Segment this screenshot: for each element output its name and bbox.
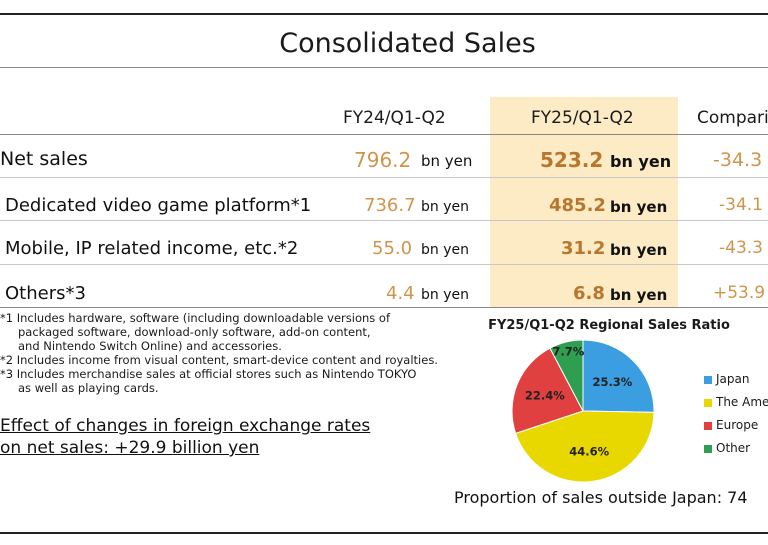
pie-data-label: 25.3% bbox=[592, 375, 632, 389]
pie-slice-japan bbox=[582, 339, 655, 413]
regional-sales-pie-chart: 25.3% 44.6% 22.4% 7.7% bbox=[511, 339, 655, 483]
others-comparison: +53.9 bbox=[713, 283, 766, 303]
column-header-comparison: Compari bbox=[697, 108, 768, 128]
others-curr-unit: bn yen bbox=[610, 286, 668, 304]
footnote-1-cont: packaged software, download-only softwar… bbox=[18, 325, 371, 339]
row-divider bbox=[0, 177, 768, 178]
net-sales-prev-value: 796.2 bbox=[354, 148, 412, 172]
others-prev-value: 4.4 bbox=[386, 283, 415, 304]
mobile-ip-comparison: -43.3 bbox=[719, 238, 763, 258]
net-sales-comparison: -34.3 bbox=[713, 149, 763, 171]
table-bottom-line bbox=[0, 307, 768, 308]
current-period-highlight bbox=[490, 97, 678, 307]
legend-label: Japan bbox=[716, 372, 750, 386]
pie-data-label: 22.4% bbox=[525, 389, 565, 403]
row-label-net-sales: Net sales bbox=[0, 148, 88, 170]
legend-label: Other bbox=[716, 441, 751, 455]
footnote-2: *2 Includes income from visual content, … bbox=[0, 353, 438, 367]
others-prev-unit: bn yen bbox=[421, 287, 469, 303]
legend-label: Europe bbox=[716, 418, 759, 432]
top-rule bbox=[0, 13, 768, 15]
bottom-rule bbox=[0, 532, 768, 534]
page-title: Consolidated Sales bbox=[279, 28, 536, 59]
footnote-1-cont: and Nintendo Switch Online) and accessor… bbox=[18, 339, 282, 353]
dedicated-platform-curr-unit: bn yen bbox=[610, 198, 668, 216]
legend-item-europe: Europe bbox=[704, 418, 758, 432]
footnote-3-cont: as well as playing cards. bbox=[18, 381, 159, 395]
others-curr-value: 6.8 bbox=[573, 283, 605, 304]
dedicated-platform-comparison: -34.1 bbox=[719, 195, 763, 215]
row-divider bbox=[0, 264, 768, 265]
pie-chart-title: FY25/Q1-Q2 Regional Sales Ratio bbox=[488, 318, 730, 333]
net-sales-curr-value: 523.2 bbox=[540, 148, 604, 172]
row-divider bbox=[0, 220, 768, 221]
footnote-3: *3 Includes merchandise sales at officia… bbox=[0, 367, 417, 381]
pie-slice-other bbox=[549, 339, 584, 412]
dedicated-platform-prev-unit: bn yen bbox=[421, 199, 469, 215]
legend-swatch bbox=[704, 444, 712, 453]
legend-label: The Amer bbox=[716, 395, 768, 409]
column-header-prev: FY24/Q1-Q2 bbox=[343, 108, 446, 128]
legend-swatch bbox=[704, 375, 712, 384]
pie-slice-the-amer bbox=[514, 410, 655, 483]
pie-data-label: 44.6% bbox=[569, 445, 609, 459]
footnote-1: *1 Includes hardware, software (includin… bbox=[0, 311, 390, 325]
header-divider bbox=[0, 134, 768, 135]
legend-item-japan: Japan bbox=[704, 372, 749, 386]
fx-effect-line-1: Effect of changes in foreign exchange ra… bbox=[0, 416, 371, 436]
pie-data-label: 7.7% bbox=[552, 345, 584, 359]
row-label-dedicated-platform: Dedicated video game platform*1 bbox=[5, 195, 312, 216]
mobile-ip-prev-value: 55.0 bbox=[372, 238, 413, 259]
row-label-mobile-ip: Mobile, IP related income, etc.*2 bbox=[5, 238, 299, 259]
legend-item-the-amer: The Amer bbox=[704, 395, 768, 409]
legend-item-other: Other bbox=[704, 441, 750, 455]
proportion-outside-japan: Proportion of sales outside Japan: 74 bbox=[454, 488, 748, 507]
net-sales-prev-unit: bn yen bbox=[421, 152, 473, 170]
dedicated-platform-curr-value: 485.2 bbox=[549, 195, 606, 216]
column-header-curr: FY25/Q1-Q2 bbox=[531, 108, 634, 128]
pie-slice-europe bbox=[511, 347, 584, 434]
mobile-ip-curr-value: 31.2 bbox=[561, 238, 606, 259]
legend-swatch bbox=[704, 421, 712, 430]
mobile-ip-prev-unit: bn yen bbox=[421, 242, 469, 258]
mobile-ip-curr-unit: bn yen bbox=[610, 241, 668, 259]
fx-effect-line-2: on net sales: +29.9 billion yen bbox=[0, 438, 260, 458]
title-underline bbox=[0, 67, 768, 68]
net-sales-curr-unit: bn yen bbox=[610, 152, 672, 171]
legend-swatch bbox=[704, 398, 712, 407]
row-label-others: Others*3 bbox=[5, 283, 86, 304]
dedicated-platform-prev-value: 736.7 bbox=[364, 195, 416, 216]
